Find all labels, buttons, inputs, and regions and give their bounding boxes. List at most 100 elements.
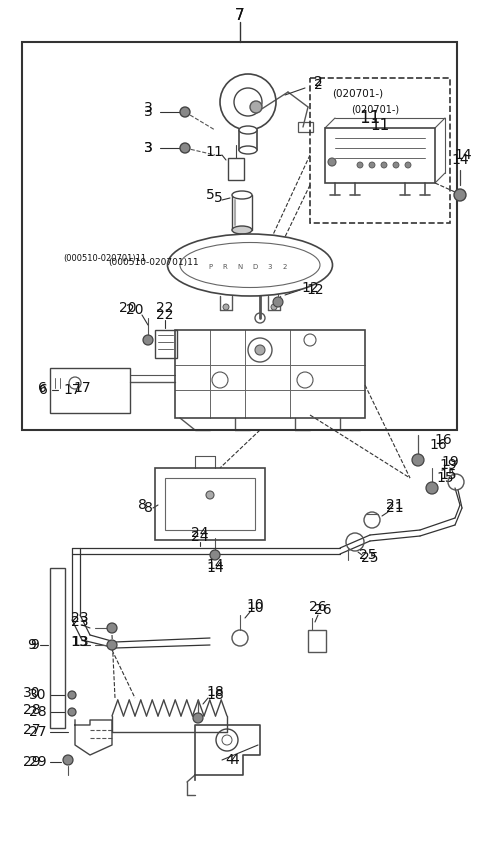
Circle shape [412,454,424,466]
Text: 13: 13 [71,635,88,649]
Text: 23: 23 [71,615,88,629]
Text: 2: 2 [313,75,323,89]
Text: 30: 30 [23,686,41,700]
Circle shape [405,162,411,168]
Circle shape [210,550,220,560]
Text: 8: 8 [144,501,153,515]
Text: 5: 5 [205,188,215,202]
Text: 26: 26 [309,600,327,614]
Circle shape [68,708,76,716]
Bar [155,330,177,358]
Bar [50,568,65,728]
Text: 11: 11 [371,118,390,132]
Bar [308,630,326,652]
Text: 1: 1 [205,145,215,159]
Text: 20: 20 [119,301,137,315]
Text: 28: 28 [29,705,47,719]
Text: P: P [208,264,212,270]
Text: R: R [223,264,228,270]
Text: (000510-020701)11: (000510-020701)11 [63,253,146,263]
Text: 2: 2 [313,78,323,92]
Text: 22: 22 [156,308,174,322]
Text: 18: 18 [206,688,224,702]
Circle shape [393,162,399,168]
Text: 11: 11 [360,109,381,127]
Text: 14: 14 [451,153,469,167]
Text: N: N [238,264,242,270]
Text: 10: 10 [246,598,264,612]
Text: 29: 29 [23,755,41,769]
Circle shape [180,107,190,117]
Text: 9: 9 [31,638,39,652]
Text: 28: 28 [23,703,41,717]
Text: 4: 4 [226,753,234,767]
Text: 4: 4 [230,753,240,767]
Circle shape [143,335,153,345]
Text: 24: 24 [191,526,209,540]
Ellipse shape [168,234,333,296]
Text: 3: 3 [144,141,152,155]
Circle shape [255,345,265,355]
Bar [298,122,313,132]
Ellipse shape [239,126,257,134]
Text: 23: 23 [71,611,89,625]
Circle shape [107,640,117,650]
Circle shape [328,158,336,166]
Text: 20: 20 [126,303,144,317]
Text: 1: 1 [214,145,222,159]
Text: 16: 16 [429,438,447,452]
Circle shape [426,482,438,494]
Circle shape [381,162,387,168]
Text: (020701-): (020701-) [333,88,384,98]
Bar [325,128,435,183]
Circle shape [206,491,214,499]
Bar [50,368,130,413]
Text: 3: 3 [144,105,152,119]
Text: 30: 30 [29,688,47,702]
Circle shape [107,623,117,633]
Text: 27: 27 [23,723,41,737]
Circle shape [68,691,76,699]
Text: 12: 12 [306,283,324,297]
Text: 16: 16 [434,433,452,447]
Circle shape [180,143,190,153]
Text: 17: 17 [73,381,91,395]
Bar [175,330,365,418]
Text: 14: 14 [206,561,224,575]
Text: D: D [252,264,258,270]
Ellipse shape [232,226,252,234]
Circle shape [273,297,283,307]
Text: 29: 29 [29,755,47,769]
Text: 10: 10 [246,601,264,615]
Text: 25: 25 [361,551,379,565]
Text: 22: 22 [156,301,174,315]
Text: 3: 3 [144,141,152,155]
Text: 8: 8 [138,498,146,512]
Bar [165,478,255,530]
Bar [310,78,450,223]
Circle shape [193,713,203,723]
Ellipse shape [180,242,320,287]
Text: 3: 3 [268,264,272,270]
Text: 17: 17 [63,383,81,397]
Text: 21: 21 [386,501,404,515]
Text: 3: 3 [144,101,152,115]
Circle shape [250,101,262,113]
Text: 19: 19 [439,458,457,472]
Text: 12: 12 [301,281,319,295]
Text: 19: 19 [441,455,459,469]
Circle shape [369,162,375,168]
Text: 7: 7 [235,8,245,23]
Text: 6: 6 [37,381,47,395]
Text: 6: 6 [39,383,48,397]
Text: 15: 15 [436,471,454,485]
Circle shape [271,304,277,310]
Circle shape [454,189,466,201]
Text: 2: 2 [283,264,287,270]
Text: 9: 9 [27,638,36,652]
Circle shape [223,304,229,310]
Bar [22,42,457,430]
Bar [155,468,265,540]
Text: 5: 5 [214,191,222,205]
Text: 13: 13 [71,635,89,649]
